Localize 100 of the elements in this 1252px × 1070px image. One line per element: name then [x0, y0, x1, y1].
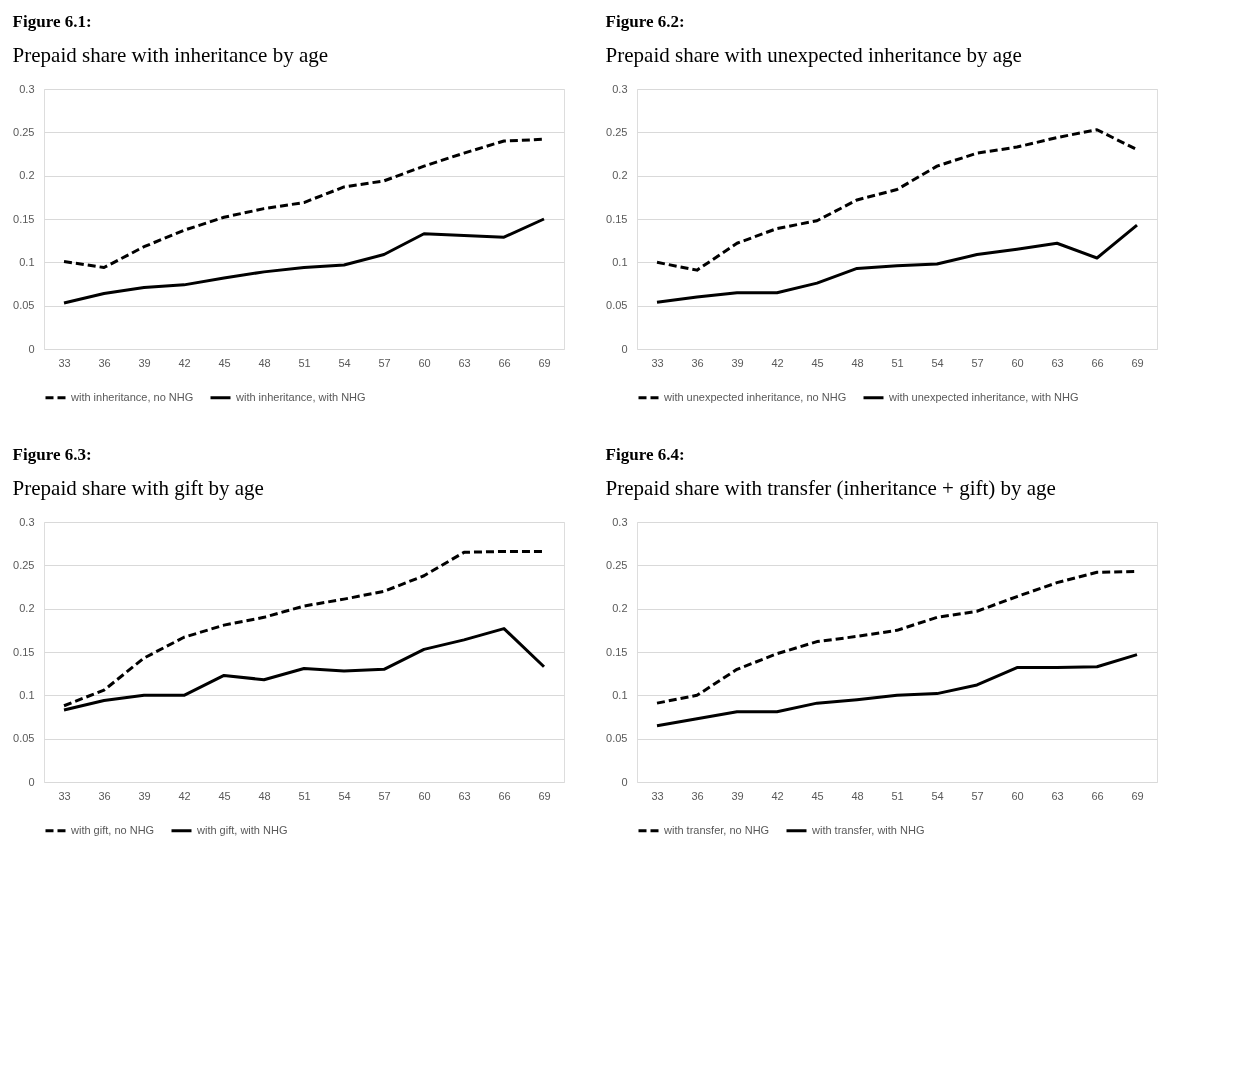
chart-subtitle: Prepaid share with inheritance by age — [12, 43, 329, 67]
x-tick-label: 60 — [418, 356, 431, 369]
x-tick-label: 33 — [58, 789, 71, 802]
x-tick-label: 66 — [498, 789, 511, 802]
x-tick-label: 63 — [1051, 789, 1064, 802]
x-tick-label: 66 — [498, 356, 511, 369]
x-tick-label: 33 — [651, 789, 664, 802]
y-tick-label: 0.3 — [19, 82, 35, 95]
x-tick-label: 48 — [851, 356, 864, 369]
y-tick-label: 0.3 — [19, 515, 35, 528]
y-tick-label: 0.15 — [606, 645, 628, 658]
y-tick-label: 0.1 — [19, 255, 35, 268]
x-tick-label: 45 — [218, 789, 231, 802]
y-tick-label: 0.2 — [612, 169, 628, 182]
y-tick-label: 0.2 — [612, 602, 628, 615]
x-tick-label: 69 — [538, 356, 551, 369]
x-tick-label: 63 — [1051, 356, 1064, 369]
x-tick-label: 57 — [378, 789, 391, 802]
line-series — [655, 128, 1139, 272]
y-tick-label: 0 — [621, 775, 628, 788]
y-tick-label: 0.1 — [612, 688, 628, 701]
x-tick-label: 42 — [771, 789, 784, 802]
y-tick-label: 0.05 — [13, 299, 35, 312]
y-tick-label: 0 — [28, 342, 35, 355]
x-tick-label: 51 — [891, 356, 904, 369]
x-tick-label: 51 — [298, 356, 311, 369]
x-tick-label: 51 — [298, 789, 311, 802]
x-tick-label: 42 — [771, 356, 784, 369]
y-tick-label: 0.3 — [612, 82, 628, 95]
x-tick-label: 66 — [1091, 789, 1104, 802]
x-tick-label: 63 — [458, 356, 471, 369]
legend-label: with inheritance, with NHG — [235, 390, 366, 403]
chart-subtitle: Prepaid share with gift by age — [12, 476, 264, 500]
y-tick-label: 0.1 — [612, 255, 628, 268]
x-tick-label: 48 — [851, 789, 864, 802]
x-tick-label: 39 — [731, 789, 744, 802]
x-tick-label: 69 — [1131, 356, 1144, 369]
legend-label: with inheritance, no NHG — [70, 390, 194, 403]
y-tick-label: 0.25 — [606, 125, 628, 138]
x-tick-label: 45 — [811, 356, 824, 369]
x-tick-label: 57 — [378, 356, 391, 369]
chart-subtitle: Prepaid share with unexpected inheritance by age — [605, 43, 1022, 67]
x-tick-label: 39 — [138, 789, 151, 802]
x-tick-label: 60 — [1011, 356, 1024, 369]
legend-label: with gift, with NHG — [196, 823, 288, 836]
y-tick-label: 0.25 — [13, 125, 35, 138]
y-tick-label: 0.25 — [606, 558, 628, 571]
x-tick-label: 45 — [811, 789, 824, 802]
chart-title: Figure 6.2: — [605, 12, 685, 31]
x-tick-label: 69 — [1131, 789, 1144, 802]
x-tick-label: 51 — [891, 789, 904, 802]
y-tick-label: 0.3 — [612, 515, 628, 528]
x-tick-label: 54 — [931, 789, 944, 802]
chart-subtitle: Prepaid share with transfer (inheritance + gift) by age — [605, 476, 1056, 500]
x-tick-label: 36 — [691, 789, 704, 802]
y-tick-label: 0.05 — [13, 732, 35, 745]
x-tick-label: 63 — [458, 789, 471, 802]
x-tick-label: 45 — [218, 356, 231, 369]
x-tick-label: 60 — [1011, 789, 1024, 802]
x-tick-label: 36 — [98, 356, 111, 369]
y-tick-label: 0.2 — [19, 169, 35, 182]
x-tick-label: 54 — [931, 356, 944, 369]
y-tick-label: 0.05 — [606, 299, 628, 312]
legend-label: with transfer, no NHG — [663, 823, 770, 836]
legend-label: with transfer, with NHG — [811, 823, 925, 836]
x-tick-label: 60 — [418, 789, 431, 802]
chart-title: Figure 6.3: — [12, 445, 92, 464]
x-tick-label: 36 — [691, 356, 704, 369]
x-tick-label: 57 — [971, 356, 984, 369]
x-tick-label: 48 — [258, 356, 271, 369]
legend-label: with gift, no NHG — [70, 823, 155, 836]
x-tick-label: 48 — [258, 789, 271, 802]
x-tick-label: 39 — [731, 356, 744, 369]
x-tick-label: 54 — [338, 789, 351, 802]
chart-title: Figure 6.1: — [12, 12, 92, 31]
line-series — [655, 653, 1139, 728]
y-tick-label: 0.1 — [19, 688, 35, 701]
x-tick-label: 54 — [338, 356, 351, 369]
y-tick-label: 0.05 — [606, 732, 628, 745]
y-tick-label: 0.25 — [13, 558, 35, 571]
x-tick-label: 42 — [178, 789, 191, 802]
x-tick-label: 33 — [651, 356, 664, 369]
x-tick-label: 39 — [138, 356, 151, 369]
x-tick-label: 66 — [1091, 356, 1104, 369]
y-tick-label: 0.15 — [13, 212, 35, 225]
y-tick-label: 0 — [621, 342, 628, 355]
y-tick-label: 0.2 — [19, 602, 35, 615]
legend-label: with unexpected inheritance, no NHG — [663, 390, 847, 403]
line-series — [62, 217, 546, 305]
x-tick-label: 33 — [58, 356, 71, 369]
x-tick-label: 36 — [98, 789, 111, 802]
x-tick-label: 57 — [971, 789, 984, 802]
legend-label: with unexpected inheritance, with NHG — [888, 390, 1079, 403]
x-tick-label: 42 — [178, 356, 191, 369]
line-series — [655, 223, 1139, 304]
y-tick-label: 0.15 — [606, 212, 628, 225]
x-tick-label: 69 — [538, 789, 551, 802]
y-tick-label: 0 — [28, 775, 35, 788]
y-tick-label: 0.15 — [13, 645, 35, 658]
chart-title: Figure 6.4: — [605, 445, 685, 464]
